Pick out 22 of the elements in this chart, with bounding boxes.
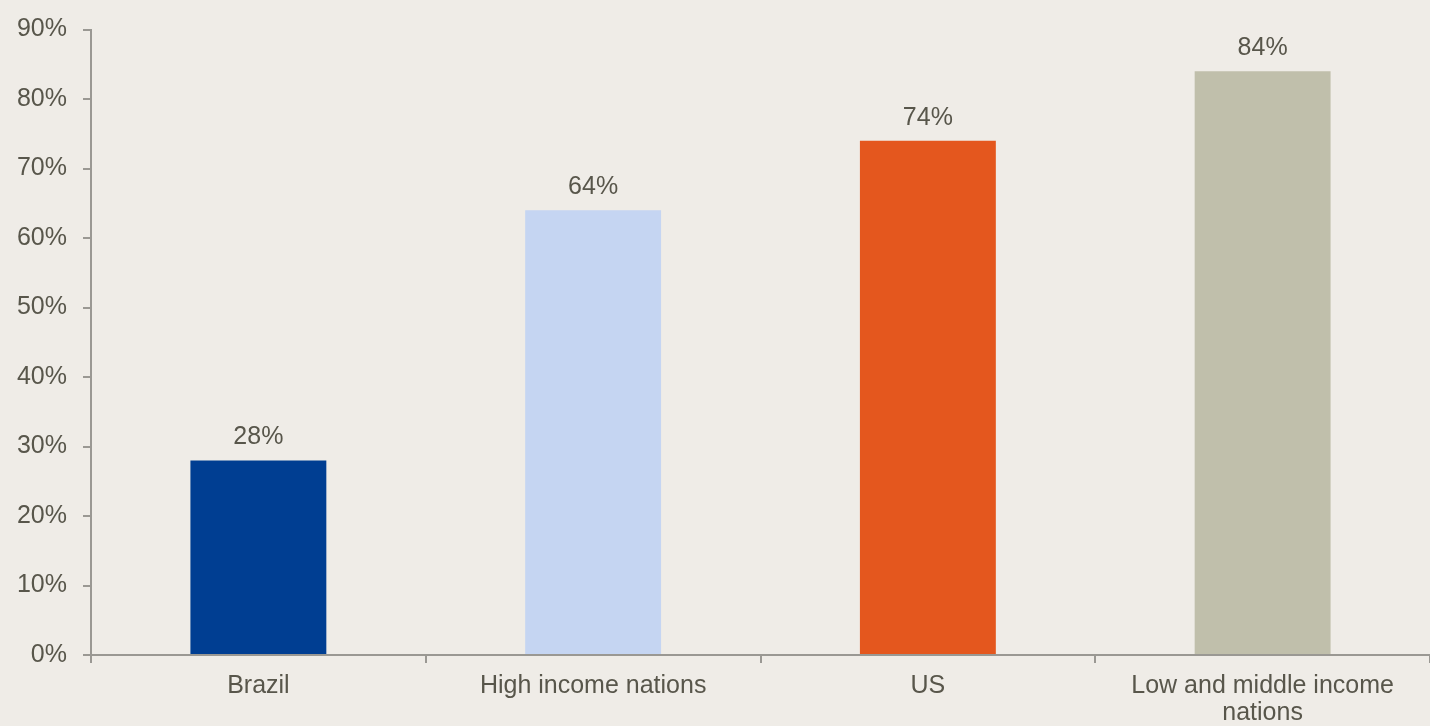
y-tick-label: 20% xyxy=(16,499,67,528)
y-tick-label: 50% xyxy=(16,291,67,320)
y-tick-label: 90% xyxy=(16,13,67,42)
y-tick-label: 10% xyxy=(16,569,67,598)
data-label: 74% xyxy=(902,101,953,130)
data-label: 28% xyxy=(233,421,284,450)
bar xyxy=(525,210,662,654)
y-tick-label: 40% xyxy=(16,360,67,389)
bar xyxy=(859,140,996,654)
bar xyxy=(1194,71,1331,654)
bar xyxy=(190,460,327,654)
y-tick-label: 80% xyxy=(16,82,67,111)
x-tick-label: US xyxy=(910,670,946,699)
x-tick-label: High income nations xyxy=(479,670,707,699)
x-tick-label: Low and middle income nations xyxy=(1131,670,1394,726)
y-tick-label: 30% xyxy=(16,430,67,459)
x-tick-label: Brazil xyxy=(227,670,290,699)
y-tick-label: 60% xyxy=(16,221,67,250)
y-tick-label: 70% xyxy=(16,152,67,181)
data-label: 84% xyxy=(1237,32,1288,61)
y-tick-label: 0% xyxy=(30,638,67,667)
data-label: 64% xyxy=(568,171,619,200)
